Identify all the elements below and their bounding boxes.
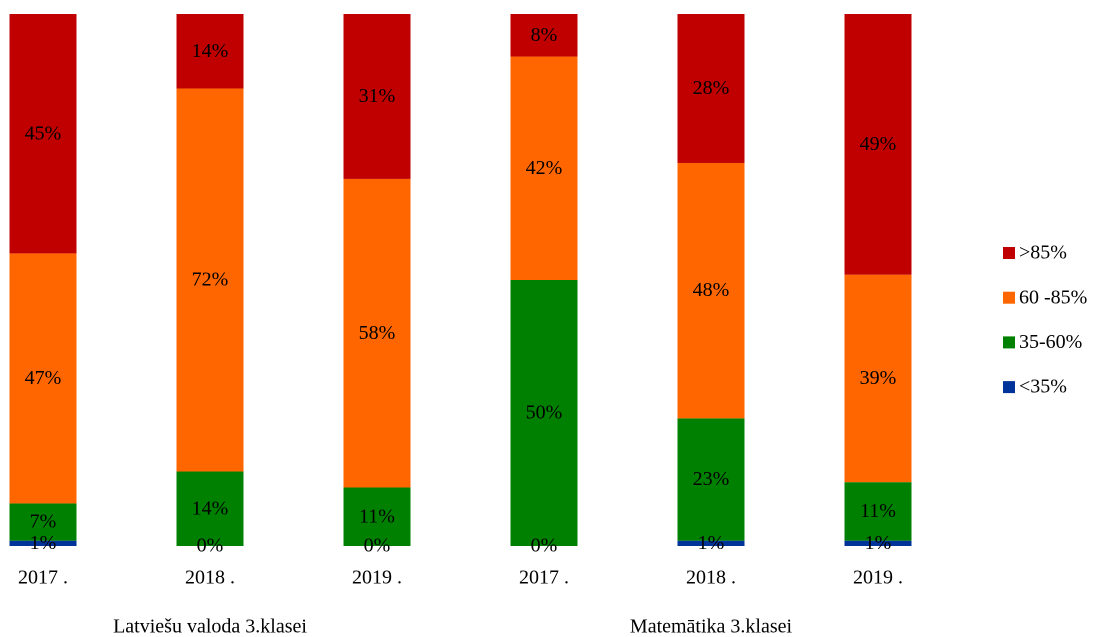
- bar-segment: [844, 274, 912, 483]
- legend-label: >85%: [1019, 242, 1067, 264]
- value-label: 1%: [865, 532, 892, 554]
- value-label: 1%: [30, 532, 57, 554]
- x-tick-label: 2018 .: [686, 567, 736, 589]
- group-label: Latviešu valoda 3.klasei: [113, 616, 307, 637]
- x-tick-label: 2018 .: [185, 567, 235, 589]
- value-label: 7%: [30, 511, 57, 533]
- value-label: 28%: [693, 77, 730, 99]
- bar-segment: [9, 253, 77, 504]
- legend-swatch: [1003, 336, 1015, 349]
- value-label: 39%: [860, 367, 897, 389]
- legend-label: 60 -85%: [1019, 286, 1087, 308]
- legend-label: 35-60%: [1019, 331, 1082, 353]
- value-label: 11%: [860, 500, 896, 522]
- bar-segment: [844, 540, 912, 546]
- bar-segment: [510, 280, 578, 546]
- legend-swatch: [1003, 291, 1015, 304]
- bar-segment: [343, 178, 411, 488]
- value-label: 0%: [531, 535, 558, 557]
- bar-segment: [176, 471, 244, 546]
- value-label: 72%: [192, 269, 229, 291]
- value-label: 14%: [192, 40, 229, 62]
- value-label: 11%: [359, 505, 395, 527]
- bar-segment: [677, 14, 745, 163]
- bar-segment: [9, 14, 77, 254]
- value-label: 48%: [693, 279, 730, 301]
- bar-segment: [510, 56, 578, 281]
- bar-segment: [844, 14, 912, 275]
- value-label: 45%: [25, 122, 62, 144]
- bar-segment: [343, 487, 411, 546]
- bar-segment: [510, 14, 578, 57]
- value-label: 0%: [197, 535, 224, 557]
- bar-segment: [677, 162, 745, 419]
- value-label: 58%: [359, 322, 396, 344]
- x-tick-label: 2019 .: [352, 567, 402, 589]
- value-label: 23%: [693, 468, 730, 490]
- bar-segment: [176, 88, 244, 472]
- value-label: 31%: [359, 85, 396, 107]
- legend-swatch: [1003, 247, 1015, 259]
- value-label: 50%: [526, 402, 563, 424]
- bar-segment: [677, 540, 745, 546]
- x-tick-label: 2019 .: [853, 567, 903, 589]
- group-label: Matemātika 3.klasei: [630, 616, 793, 637]
- bar-segment: [9, 503, 77, 541]
- legend-swatch: [1003, 381, 1015, 394]
- x-tick-label: 2017 .: [18, 567, 68, 589]
- bar-segment: [343, 14, 411, 179]
- value-label: 8%: [531, 24, 558, 46]
- value-label: 49%: [860, 133, 897, 155]
- value-label: 42%: [526, 157, 563, 179]
- x-tick-label: 2017 .: [519, 567, 569, 589]
- value-label: 47%: [25, 367, 62, 389]
- bar-segment: [9, 540, 77, 546]
- legend-label: <35%: [1019, 376, 1067, 398]
- value-label: 14%: [192, 497, 229, 519]
- bar-segment: [176, 14, 244, 89]
- value-label: 0%: [364, 535, 391, 557]
- bar-segment: [677, 418, 745, 541]
- value-label: 1%: [698, 532, 725, 554]
- bar-segment: [844, 482, 912, 541]
